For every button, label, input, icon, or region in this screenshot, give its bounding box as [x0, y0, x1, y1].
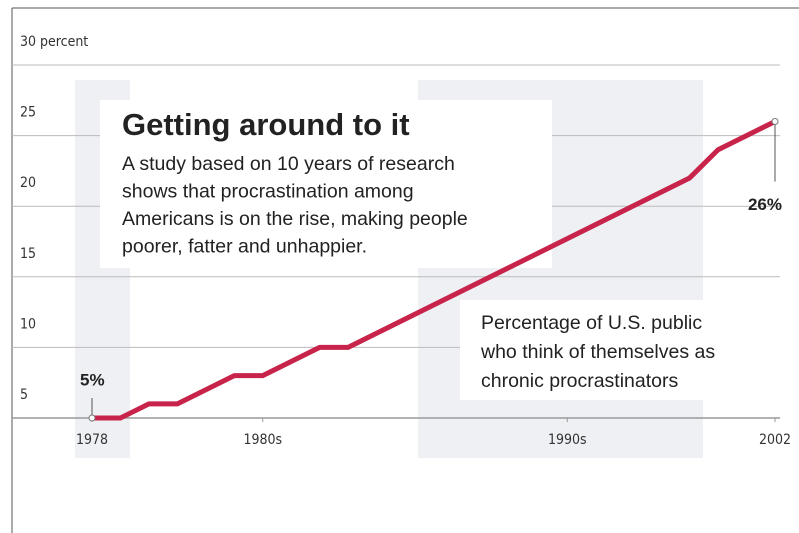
data-point [88, 414, 96, 422]
x-tick-label: 2002 [759, 432, 791, 448]
annotation-backdrop [460, 300, 780, 400]
subtitle-line: Americans is on the rise, making people [122, 208, 468, 230]
data-label: 26% [748, 195, 782, 214]
annotation-line: Percentage of U.S. public [481, 312, 702, 334]
annotation-line: chronic procrastinators [481, 370, 678, 392]
data-line [92, 119, 777, 421]
title-backdrop [100, 100, 552, 268]
y-tick-label: 30 percent [20, 34, 88, 50]
subtitle-line: shows that procrastination among [122, 181, 414, 203]
x-tick-label: 1980s [243, 432, 282, 448]
y-tick-label: 10 [20, 316, 36, 332]
data-point [771, 117, 779, 125]
y-tick-label: 5 [20, 387, 28, 403]
chart-title: Getting around to it [122, 107, 410, 142]
y-tick-label: 20 [20, 175, 36, 191]
data-label: 5% [80, 370, 105, 389]
x-tick-label: 1990s [548, 432, 587, 448]
x-tick-label: 1978 [76, 432, 108, 448]
subtitle-line: A study based on 10 years of research [122, 153, 455, 175]
y-tick-label: 15 [20, 246, 36, 262]
y-tick-label: 25 [20, 105, 36, 121]
annotation-line: who think of themselves as [480, 341, 715, 363]
subtitle-line: poorer, fatter and unhappier. [122, 236, 367, 258]
